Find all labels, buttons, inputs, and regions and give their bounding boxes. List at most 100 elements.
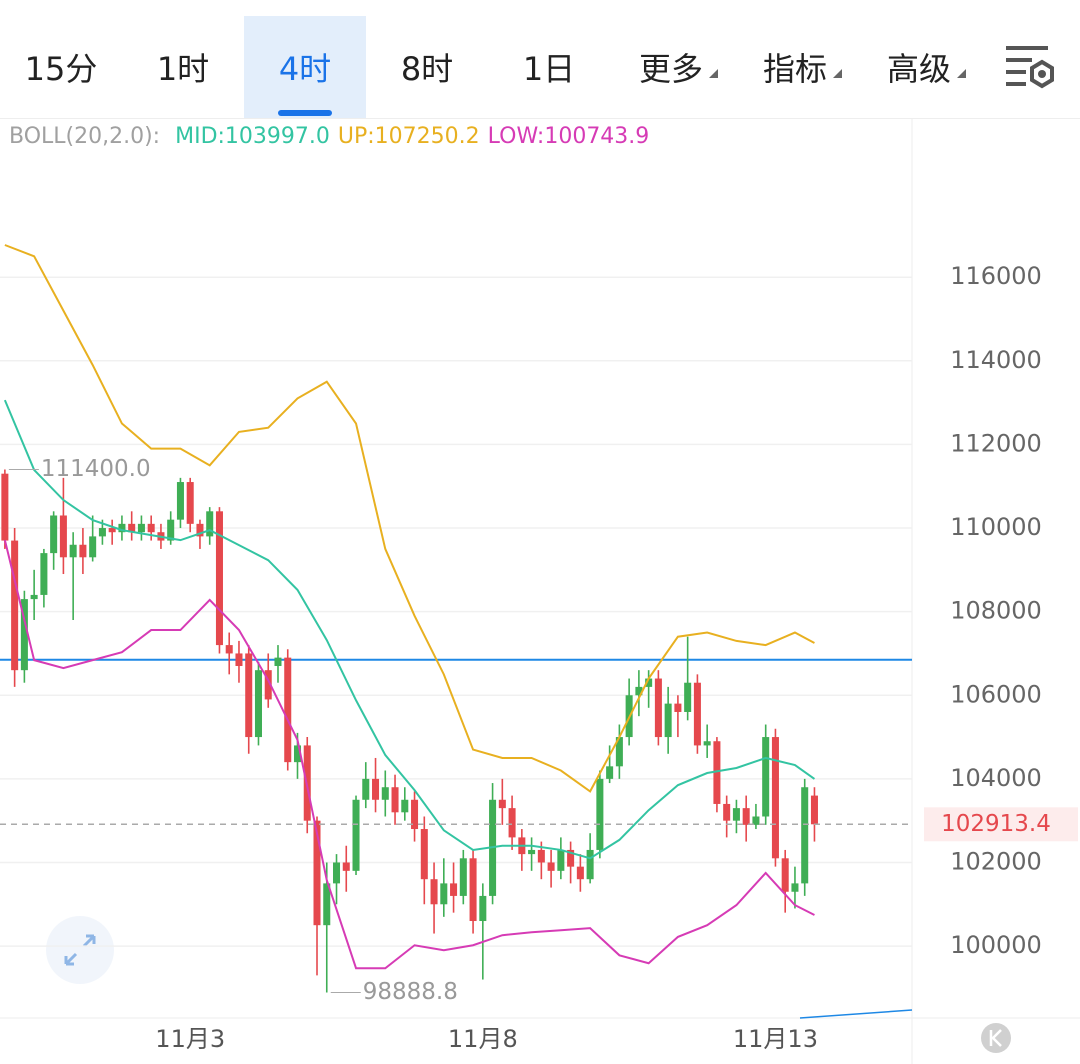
candle-body (732, 808, 740, 821)
candle-body (498, 799, 506, 809)
candle-body (654, 678, 662, 738)
boll-line (4, 244, 815, 793)
candle-body (791, 883, 799, 892)
grid (0, 276, 912, 947)
timeframe-tab[interactable]: 8时 (400, 50, 454, 88)
legend-entry: LOW:100743.9 (487, 124, 650, 149)
x-tick-label: 11月3 (155, 1025, 225, 1053)
y-tick-label: 104000 (950, 764, 1042, 792)
candle-body (762, 737, 770, 817)
candle-body (586, 849, 594, 880)
y-tick-label: 100000 (950, 931, 1042, 959)
candle-body (79, 544, 87, 558)
candle-body (254, 670, 262, 738)
candle-body (664, 703, 672, 738)
candle-body (69, 544, 77, 558)
x-tick-label: 11月8 (448, 1025, 518, 1053)
candle-body (606, 766, 614, 779)
candle-body (781, 858, 789, 892)
candle-body (742, 808, 750, 825)
candle-body (801, 787, 809, 884)
candle-body (215, 511, 223, 646)
candle-body (430, 879, 438, 905)
candle-body (674, 703, 682, 712)
y-tick-label: 108000 (950, 597, 1042, 625)
candle-body (186, 482, 194, 524)
candle-body (372, 778, 380, 800)
candle-body (557, 849, 565, 871)
candle-body (693, 682, 701, 746)
candle-body (752, 816, 760, 825)
candle-body (596, 778, 604, 850)
candle-body (59, 515, 67, 558)
y-tick-label: 102000 (950, 847, 1042, 875)
candle-body (1, 473, 9, 541)
candle-body (810, 795, 818, 825)
legend-entry: UP:107250.2 (337, 124, 480, 149)
candle-body (576, 866, 584, 880)
settings-icon[interactable] (1002, 44, 1062, 94)
timeframe-tab[interactable]: 15分 (24, 50, 98, 88)
candle-body (333, 862, 341, 884)
candle-body (459, 858, 467, 896)
menu-button[interactable]: 高级 (858, 16, 980, 118)
candle-body (479, 895, 487, 922)
k-button[interactable] (981, 1023, 1011, 1053)
candle-body (635, 686, 643, 696)
candle-body (176, 482, 184, 520)
boll-line (3, 539, 815, 970)
y-tick-label: 106000 (950, 680, 1042, 708)
candle-body (684, 682, 692, 712)
candle-body (98, 528, 106, 537)
candle-body (264, 670, 272, 700)
candle-body (30, 594, 38, 600)
candle-body (381, 787, 389, 800)
candle-body (108, 528, 116, 533)
candle-body (362, 778, 370, 800)
extreme-label: 111400.0 (41, 456, 151, 482)
toolbar: 15分 1时 4时 8时 1日 更多 指标 高级 (0, 0, 1080, 119)
y-tick-label: 116000 (950, 262, 1042, 290)
timeframe-tab[interactable]: 4时 (244, 16, 366, 118)
candle-body (528, 849, 536, 855)
candle-body (771, 737, 779, 859)
candle-body (167, 519, 175, 541)
boll-line (3, 399, 816, 860)
x-tick-label: 11月13 (733, 1025, 818, 1053)
candle-body (391, 787, 399, 813)
candle-body (274, 657, 282, 666)
candle-body (401, 799, 409, 813)
candle-body (645, 678, 653, 687)
candle-body (89, 536, 97, 558)
menu-button[interactable]: 指标 (734, 16, 856, 118)
candle-body (313, 820, 321, 926)
candle-body (615, 737, 623, 767)
candle-body (469, 858, 477, 922)
last-price-box (924, 807, 1078, 842)
candle-body (206, 511, 214, 537)
candle-body (440, 883, 448, 905)
candle-body (713, 741, 721, 804)
candle-body (547, 862, 555, 871)
candle-body (20, 599, 28, 671)
indicator-legend: BOLL(20,2.0): MID:103997.0 UP:107250.2 LOW… (9, 124, 657, 149)
candle-body (245, 653, 253, 738)
timeframe-tab[interactable]: 1时 (156, 50, 210, 88)
candle-body (137, 523, 145, 533)
candle-body (11, 540, 19, 671)
timeframe-tab[interactable]: 1日 (522, 50, 576, 88)
expand-button[interactable] (46, 916, 114, 984)
candle-body (352, 799, 360, 871)
menu-button[interactable]: 更多 (610, 16, 732, 118)
extreme-label: 98888.8 (363, 979, 458, 1005)
y-tick-label: 112000 (950, 429, 1042, 457)
candle-body (225, 645, 233, 654)
candle-body (323, 883, 331, 926)
price-axis-bg (912, 119, 1080, 1064)
candle-body (508, 808, 516, 838)
indicator-name: BOLL(20,2.0): (9, 124, 161, 149)
candle-body (537, 849, 545, 863)
y-tick-label: 114000 (950, 346, 1042, 374)
